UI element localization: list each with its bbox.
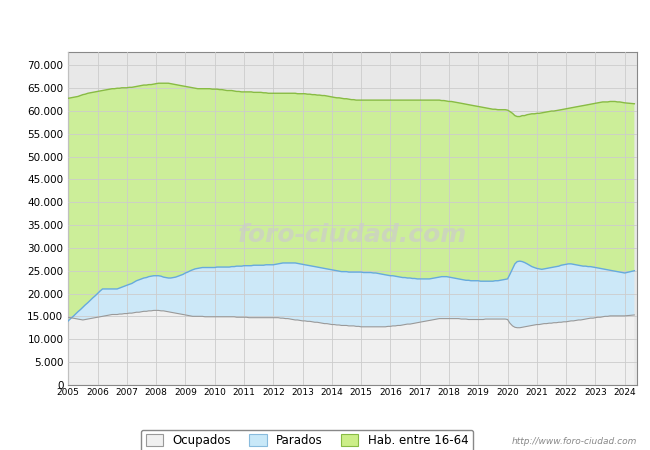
Text: San Fernando - Evolucion de la poblacion en edad de Trabajar Mayo de 2024: San Fernando - Evolucion de la poblacion… (70, 17, 580, 30)
Text: http://www.foro-ciudad.com: http://www.foro-ciudad.com (512, 436, 637, 446)
Text: foro-ciudad.com: foro-ciudad.com (238, 223, 467, 247)
Legend: Ocupados, Parados, Hab. entre 16-64: Ocupados, Parados, Hab. entre 16-64 (141, 430, 473, 450)
